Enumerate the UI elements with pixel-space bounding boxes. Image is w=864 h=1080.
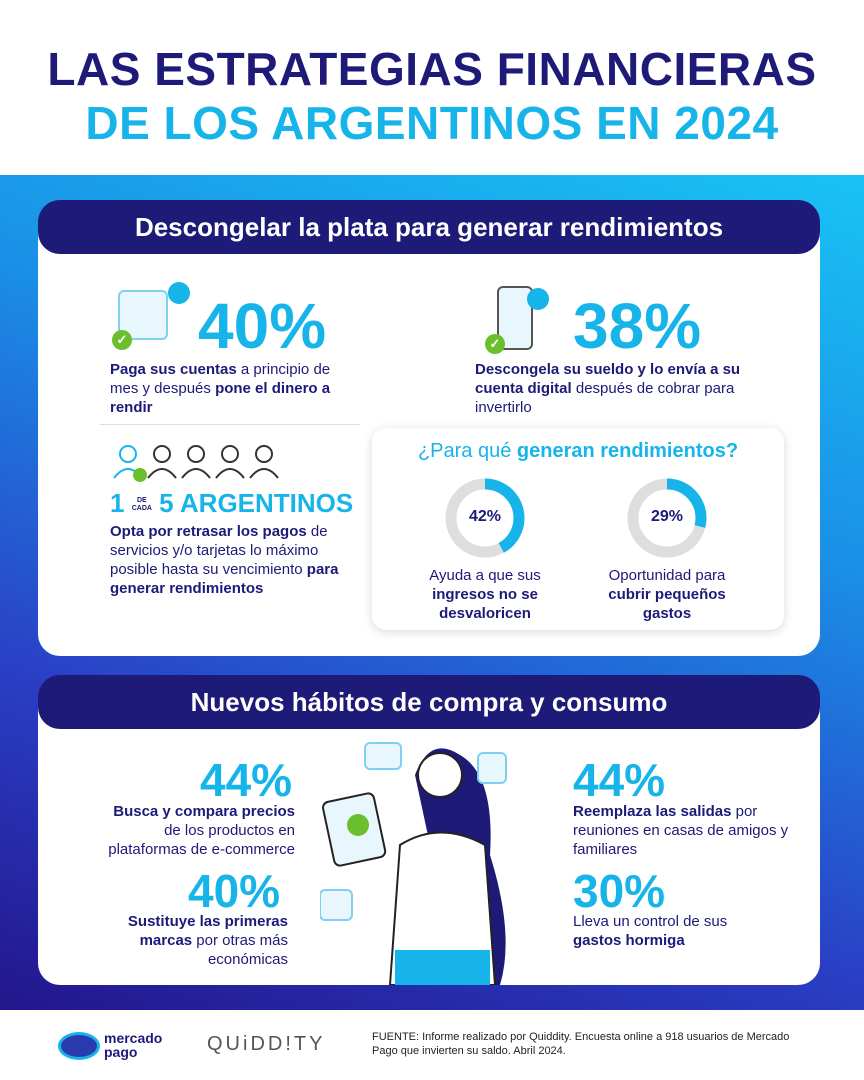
habit-1-text: Busca y compara precios de los productos… [108,803,295,858]
returns-box [372,428,784,630]
section-2-heading: Nuevos hábitos de compra y consumo [38,675,820,729]
returns-box-title: ¿Para qué generan rendimientos? [417,440,739,462]
mercado-pago-handshake-icon [58,1032,100,1060]
habit-2-text: Sustituye las primeras marcas por otras … [127,913,288,968]
donut-42 [445,478,525,558]
title-line-1: LAS ESTRATEGIAS FINANCIERAS [47,43,817,95]
habit-2-value: 40% [188,865,281,917]
habit-3-value: 44% [573,754,666,806]
donut-29-arc [627,478,707,558]
donut-42-text: Ayuda a que sus ingresos no se desvalori… [429,567,541,622]
stat-40-text: Paga sus cuentas a principio de mes y de… [110,361,331,416]
source-note: FUENTE: Informe realizado por Quiddity. … [372,1031,790,1057]
quiddity-logo: QUiDD!TY [207,1033,326,1055]
people-icon [110,442,285,482]
habit-1-value: 44% [200,754,293,806]
woman-tablet-illustration [320,742,507,985]
donut-42-label: 42% [468,508,502,525]
mercado-pago-logo: mercado pago [104,1030,163,1060]
stat-38-text: Descongela su sueldo y lo envía a su cue… [475,361,741,416]
stat-40-value: 40% [198,290,327,362]
ratio-text: 1 DE CADA 5 ARGENTINOS [110,488,354,518]
stat-38-value: 38% [573,290,702,362]
donut-29-label: 29% [650,508,684,525]
habit-3-text: Reemplaza las salidas por reuniones en c… [573,803,789,858]
section-1-heading: Descongelar la plata para generar rendim… [38,200,820,254]
phone-icon: ✓ [485,282,555,354]
donut-42-arc [445,478,525,558]
habit-4-value: 30% [573,865,666,917]
donut-29 [627,478,707,558]
title-line-2: DE LOS ARGENTINOS EN 2024 [85,97,779,149]
ratio-description: Opta por retrasar los pagos de servicios… [110,523,339,597]
divider [100,424,360,425]
bill-icon: ✓ [100,282,195,350]
donut-29-text: Oportunidad para cubrir pequeños gastos [608,567,726,622]
habit-4-text: Lleva un control de sus gastos hormiga [573,913,728,949]
